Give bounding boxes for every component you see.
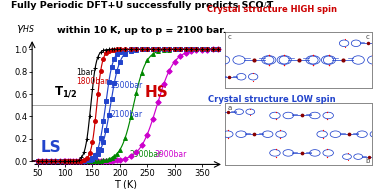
Text: T (K): T (K) — [114, 180, 137, 189]
Text: Crystal structure LOW spin: Crystal structure LOW spin — [208, 94, 336, 104]
Text: 3900bar: 3900bar — [154, 150, 187, 160]
Text: within 10 K, up to p = 2100 bar.: within 10 K, up to p = 2100 bar. — [57, 26, 226, 36]
Text: b: b — [365, 157, 369, 163]
Text: c: c — [366, 34, 369, 40]
Text: HS: HS — [145, 85, 169, 100]
Text: 1800bar: 1800bar — [76, 77, 108, 86]
Text: LS: LS — [40, 140, 61, 155]
Text: a: a — [228, 105, 232, 111]
Text: 1bar: 1bar — [76, 68, 94, 77]
Text: Fully Periodic DFT+U successfully predicts SCO T: Fully Periodic DFT+U successfully predic… — [11, 1, 273, 10]
Text: 2100bar: 2100bar — [110, 110, 143, 119]
Text: Crystal structure HIGH spin: Crystal structure HIGH spin — [207, 5, 337, 14]
Text: 2500bar: 2500bar — [110, 81, 143, 90]
Text: 2900bar: 2900bar — [130, 150, 162, 160]
Text: $_{1/2}$: $_{1/2}$ — [259, 1, 271, 11]
Text: $\mathbf{T_{1/2}}$: $\mathbf{T_{1/2}}$ — [54, 84, 77, 99]
Text: $\gamma_{HS}$: $\gamma_{HS}$ — [16, 23, 35, 35]
Text: c: c — [228, 34, 232, 40]
